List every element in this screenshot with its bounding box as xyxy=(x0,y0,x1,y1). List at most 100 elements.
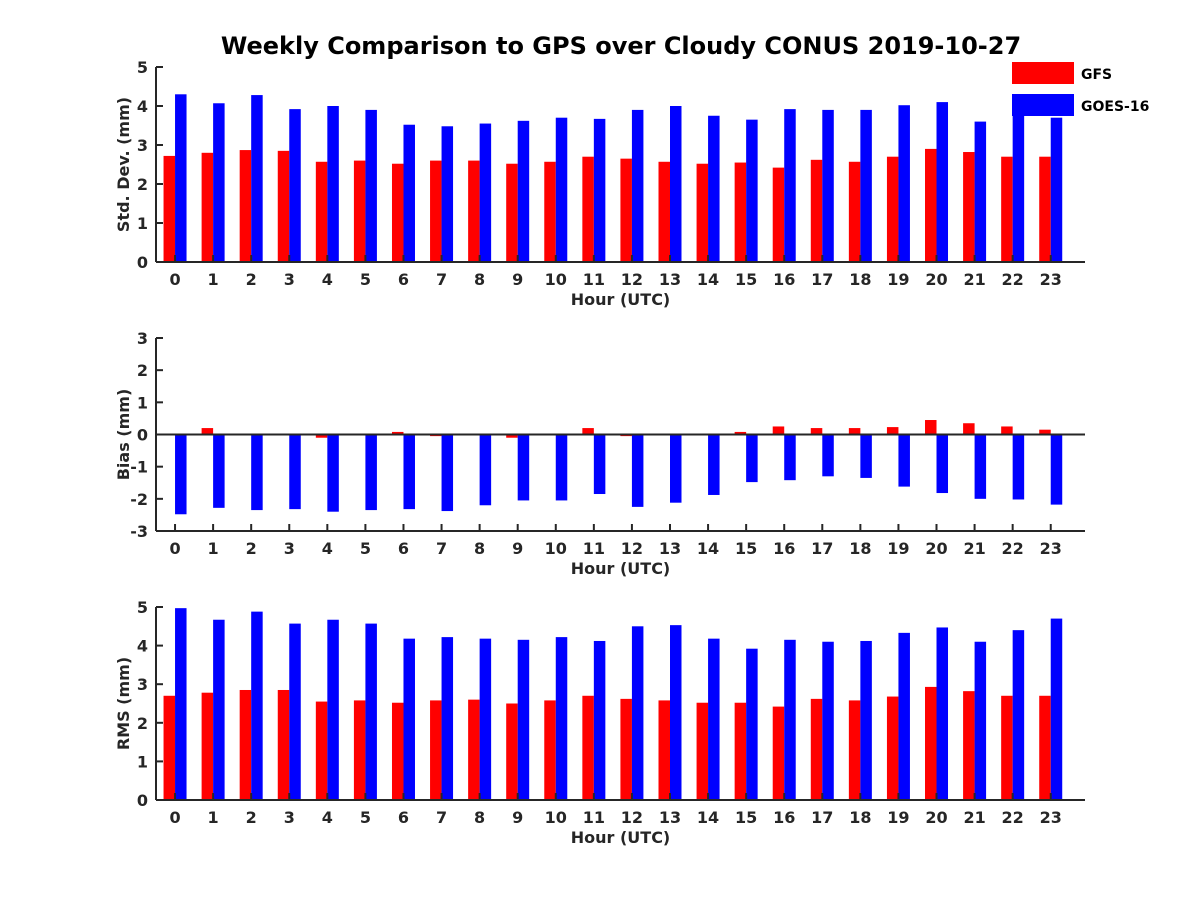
bar-gfs-hour-6 xyxy=(391,702,404,800)
x-tick-label: 0 xyxy=(169,539,180,558)
bar-goes-16-hour-13 xyxy=(670,625,682,800)
y-tick-label: 3 xyxy=(137,329,148,348)
bar-goes-16-hour-9 xyxy=(517,434,530,501)
x-axis-label: Hour (UTC) xyxy=(571,828,671,847)
x-tick-label: 17 xyxy=(811,539,833,558)
x-tick-label: 21 xyxy=(963,270,985,289)
x-tick-label: 21 xyxy=(963,539,985,558)
bar-goes-16-hour-3 xyxy=(289,434,301,510)
bar-goes-16-hour-3 xyxy=(289,623,301,800)
legend-label: GFS xyxy=(1081,67,1112,83)
y-tick-label: -2 xyxy=(130,490,148,509)
legend-swatch-goes-16 xyxy=(1012,94,1074,116)
legend-label: GOES-16 xyxy=(1081,99,1149,115)
bar-goes-16-hour-4 xyxy=(327,106,339,262)
bar-gfs-hour-8 xyxy=(468,699,480,800)
bar-gfs-hour-16 xyxy=(772,706,785,800)
x-tick-label: 4 xyxy=(322,539,333,558)
x-tick-label: 13 xyxy=(659,270,681,289)
x-tick-label: 13 xyxy=(659,539,681,558)
x-tick-label: 2 xyxy=(246,270,257,289)
x-tick-label: 20 xyxy=(925,808,947,827)
bar-goes-16-hour-11 xyxy=(593,434,606,495)
x-tick-label: 2 xyxy=(246,808,257,827)
x-tick-label: 5 xyxy=(360,808,371,827)
x-tick-label: 6 xyxy=(398,808,409,827)
x-tick-label: 10 xyxy=(545,539,567,558)
bar-gfs-hour-1 xyxy=(201,152,214,262)
bar-goes-16-hour-1 xyxy=(213,434,225,508)
x-tick-label: 17 xyxy=(811,270,833,289)
y-tick-label: -1 xyxy=(130,458,148,477)
bar-gfs-hour-10 xyxy=(544,700,556,800)
bar-goes-16-hour-1 xyxy=(213,103,225,263)
bar-goes-16-hour-0 xyxy=(175,608,187,800)
x-tick-label: 5 xyxy=(360,539,371,558)
bar-gfs-hour-2 xyxy=(239,689,252,800)
x-tick-label: 19 xyxy=(887,270,909,289)
bar-goes-16-hour-23 xyxy=(1050,618,1063,800)
x-tick-label: 11 xyxy=(583,808,605,827)
x-tick-label: 20 xyxy=(925,270,947,289)
bar-goes-16-hour-23 xyxy=(1050,117,1063,262)
bar-goes-16-hour-20 xyxy=(936,627,949,800)
x-tick-label: 22 xyxy=(1002,539,1024,558)
bar-goes-16-hour-6 xyxy=(403,124,415,262)
bar-gfs-hour-18 xyxy=(848,161,861,262)
bar-gfs-hour-18 xyxy=(848,428,861,435)
bar-gfs-hour-20 xyxy=(925,686,937,800)
bar-goes-16-hour-10 xyxy=(555,117,568,262)
x-tick-label: 16 xyxy=(773,270,795,289)
bar-goes-16-hour-0 xyxy=(175,94,187,262)
bar-gfs-hour-9 xyxy=(506,703,518,800)
bar-goes-16-hour-4 xyxy=(327,434,339,512)
x-tick-label: 3 xyxy=(284,808,295,827)
bar-gfs-hour-5 xyxy=(353,700,366,800)
bar-gfs-hour-0 xyxy=(163,695,176,800)
bar-gfs-hour-9 xyxy=(506,434,518,438)
x-tick-label: 17 xyxy=(811,808,833,827)
y-tick-label: 1 xyxy=(137,752,148,771)
legend: GFS GOES-16 xyxy=(1012,62,1149,116)
bar-gfs-hour-19 xyxy=(886,156,899,262)
bar-goes-16-hour-16 xyxy=(784,639,796,800)
x-tick-label: 0 xyxy=(169,270,180,289)
x-axis-label: Hour (UTC) xyxy=(571,559,671,578)
bar-goes-16-hour-21 xyxy=(974,434,987,499)
bar-goes-16-hour-8 xyxy=(479,638,492,800)
x-tick-label: 11 xyxy=(583,270,605,289)
bar-goes-16-hour-17 xyxy=(822,109,834,263)
x-tick-label: 22 xyxy=(1002,808,1024,827)
bar-goes-16-hour-8 xyxy=(479,123,492,262)
bar-goes-16-hour-16 xyxy=(784,109,796,263)
bar-goes-16-hour-2 xyxy=(251,95,263,262)
x-tick-label: 12 xyxy=(621,539,643,558)
bar-goes-16-hour-6 xyxy=(403,434,415,510)
x-tick-label: 2 xyxy=(246,539,257,558)
bar-gfs-hour-11 xyxy=(582,695,594,800)
bar-goes-16-hour-15 xyxy=(746,434,758,483)
x-tick-label: 6 xyxy=(398,539,409,558)
x-tick-label: 14 xyxy=(697,808,719,827)
bar-gfs-hour-22 xyxy=(1001,695,1013,800)
bar-goes-16-hour-19 xyxy=(898,632,910,800)
y-tick-label: 0 xyxy=(137,253,148,272)
bar-goes-16-hour-2 xyxy=(251,434,263,511)
x-tick-label: 10 xyxy=(545,808,567,827)
x-tick-label: 21 xyxy=(963,808,985,827)
y-axis-label: Std. Dev. (mm) xyxy=(114,97,133,232)
bar-goes-16-hour-15 xyxy=(746,648,758,800)
x-tick-label: 8 xyxy=(474,270,485,289)
bar-goes-16-hour-19 xyxy=(898,105,910,262)
x-tick-label: 8 xyxy=(474,808,485,827)
legend-swatch-gfs xyxy=(1012,62,1074,84)
bar-goes-16-hour-13 xyxy=(670,106,682,262)
x-tick-label: 1 xyxy=(208,539,219,558)
bar-gfs-hour-14 xyxy=(696,163,709,262)
bar-gfs-hour-11 xyxy=(582,428,594,435)
bar-goes-16-hour-21 xyxy=(974,121,987,262)
bar-goes-16-hour-0 xyxy=(175,434,187,515)
